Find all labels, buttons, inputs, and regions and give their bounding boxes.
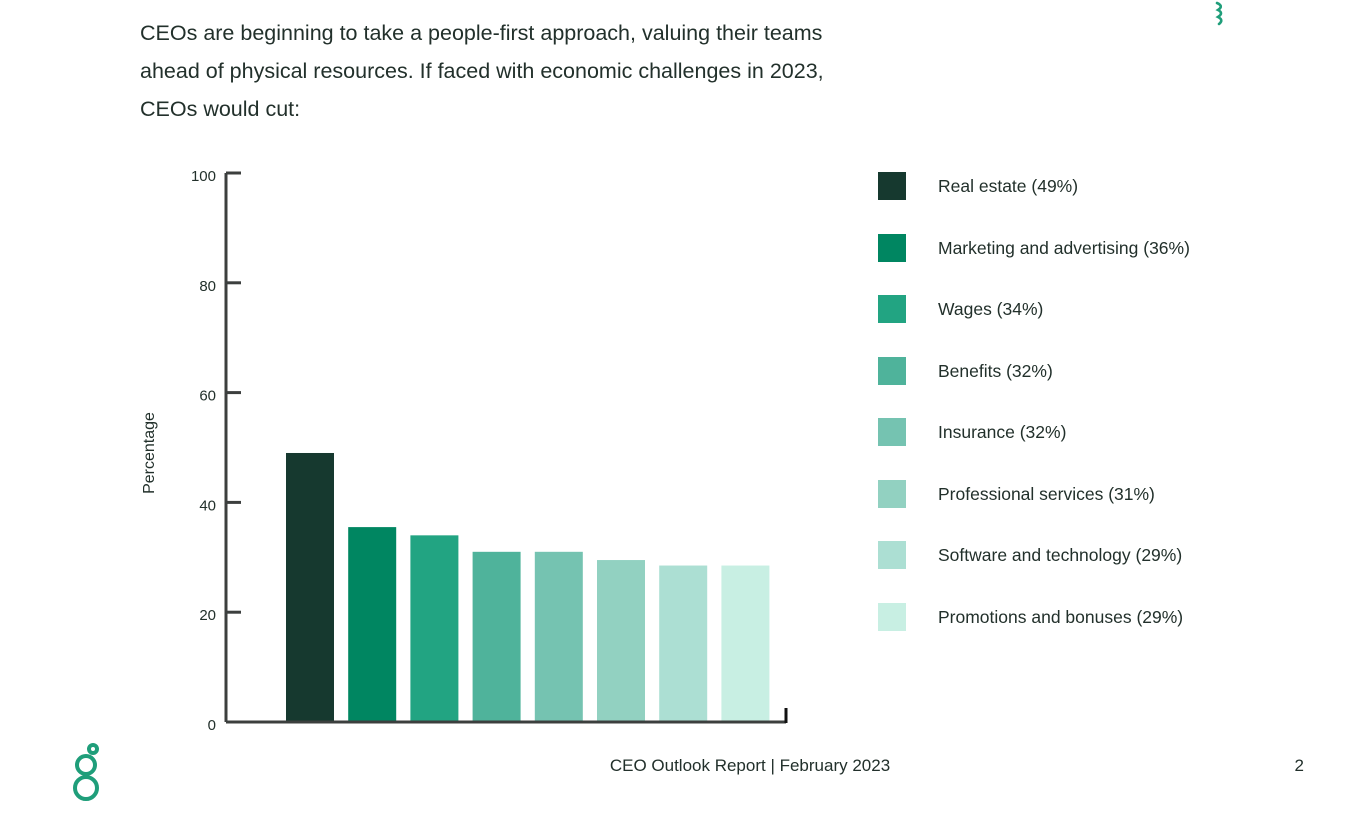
headline: CEOs are beginning to take a people-firs… [140, 21, 824, 121]
legend-item: Software and technology (29%) [878, 541, 1318, 569]
legend-label: Professional services (31%) [938, 483, 1155, 504]
bar [410, 535, 459, 722]
legend-label: Wages (34%) [938, 299, 1044, 319]
legend-label: Insurance (32%) [938, 422, 1067, 442]
legend-item: Insurance (32%) [878, 418, 1318, 446]
bar [721, 565, 770, 722]
y-tick-label: 60 [199, 388, 216, 405]
legend-swatch [878, 172, 906, 200]
legend-label: Marketing and advertising (36%) [938, 237, 1190, 258]
legend-label: Benefits (32%) [938, 360, 1053, 381]
y-tick-label: 20 [199, 607, 216, 624]
legend-item: Marketing and advertising (36%) [878, 233, 1318, 262]
footer-report-label: CEO Outlook Report | February 2023 [609, 756, 891, 775]
legend-item: Professional services (31%) [878, 479, 1318, 508]
y-axis: 0 20 40 60 80 100 [191, 168, 241, 734]
bar [659, 565, 708, 722]
legend-swatch [878, 295, 906, 323]
legend-item: Benefits (32%) [878, 356, 1318, 385]
x-axis [226, 708, 788, 724]
bar [534, 551, 583, 722]
bar [597, 560, 645, 722]
y-tick-label: 100 [191, 168, 216, 185]
bar [472, 551, 521, 722]
bars [286, 452, 770, 722]
legend-label: Promotions and bonuses (29%) [938, 606, 1184, 627]
legend-label: Real estate (49%) [938, 176, 1079, 196]
legend-swatch [878, 418, 906, 446]
page-number: 2 [1294, 756, 1304, 775]
legend-swatch [878, 356, 906, 385]
legend-swatch [878, 479, 906, 508]
brand-logo-icon [73, 743, 99, 801]
legend-swatch [878, 233, 906, 262]
legend-label: Software and technology (29%) [938, 545, 1183, 565]
y-axis-title: Percentage [141, 412, 158, 494]
legend-swatch [878, 541, 906, 569]
legend-item: Promotions and bonuses (29%) [878, 602, 1318, 631]
brand-mark-icon [1215, 1, 1223, 26]
bar [286, 452, 334, 722]
legend-item: Real estate (49%) [878, 172, 1318, 200]
bar [348, 527, 397, 722]
y-tick-label: 80 [199, 278, 216, 295]
legend-swatch [878, 602, 906, 631]
legend-item: Wages (34%) [878, 295, 1318, 323]
y-tick-label: 40 [199, 497, 216, 514]
y-tick-label: 0 [208, 717, 216, 734]
